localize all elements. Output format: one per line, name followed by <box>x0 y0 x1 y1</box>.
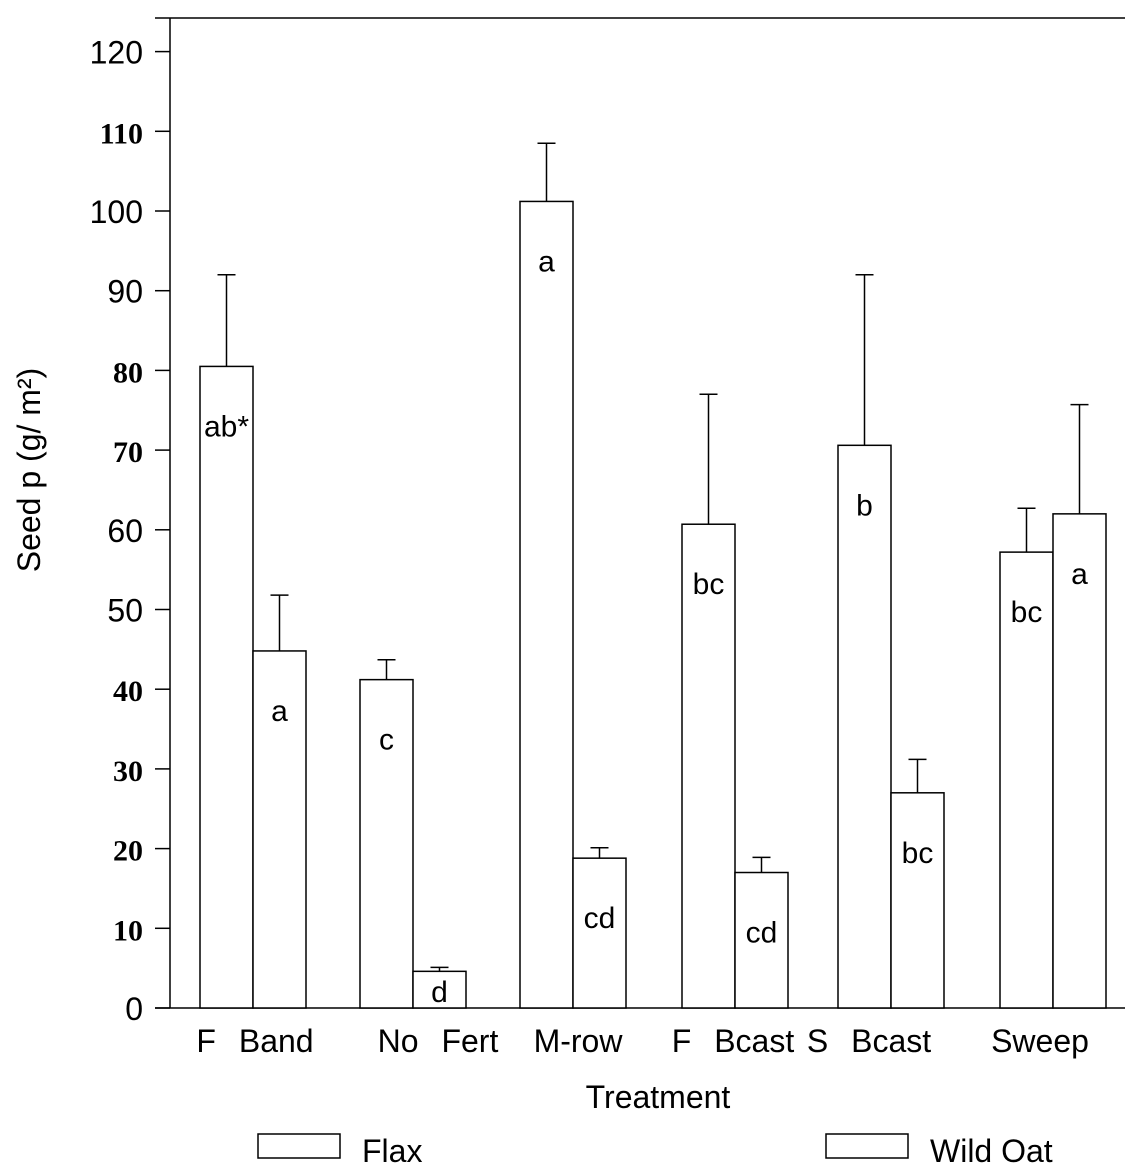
wild-oat-bar <box>890 792 945 1009</box>
x-category-label: M-row <box>534 1023 624 1059</box>
flax-bar <box>999 551 1054 1009</box>
flax-bar <box>359 678 414 1009</box>
y-tick-label: 80 <box>113 356 143 389</box>
x-axis-label: Treatment <box>586 1079 731 1115</box>
wild-oat-bar <box>734 871 789 1009</box>
significance-label: c <box>379 724 394 757</box>
significance-label: bc <box>693 568 725 601</box>
legend: Flax Wild Oat <box>257 1133 1053 1169</box>
axes <box>155 17 1125 1009</box>
significance-label: a <box>1071 558 1088 591</box>
x-category-label: No Fert <box>378 1023 499 1059</box>
y-tick-label: 20 <box>113 835 143 868</box>
y-tick-label: 120 <box>90 35 143 71</box>
y-tick-label: 0 <box>125 991 143 1027</box>
y-axis-label-text: Seed p (g/ m²) <box>11 368 47 573</box>
y-tick-label: 90 <box>107 274 143 310</box>
y-tick-label: 30 <box>113 755 143 788</box>
flax-bar <box>681 523 736 1009</box>
significance-label: cd <box>584 902 616 935</box>
y-tick-label: 70 <box>113 436 143 469</box>
flax-bar <box>837 444 892 1009</box>
x-category-label: F Bcast <box>672 1023 795 1059</box>
significance-label: bc <box>1011 596 1043 629</box>
significance-label: ab* <box>204 410 249 443</box>
x-axis-categories: F Band No Fert M-row F Bcast S Bcast Sweep <box>196 1023 1089 1059</box>
y-tick-label: 50 <box>107 593 143 629</box>
flax-legend-swatch <box>257 1133 341 1159</box>
significance-label: bc <box>902 837 934 870</box>
y-tick-label: 60 <box>107 513 143 549</box>
flax-bar <box>199 365 254 1009</box>
y-axis-ticks: 0 10 20 30 40 50 60 70 80 90 100 110 120 <box>90 35 170 1027</box>
significance-label: a <box>271 695 288 728</box>
y-tick-label: 10 <box>113 914 143 947</box>
y-axis-label: Seed p (g/ m²) <box>11 368 47 573</box>
flax-bar <box>519 200 574 1009</box>
significance-label: cd <box>746 917 778 950</box>
wild-oat-legend-swatch <box>825 1133 909 1159</box>
wild-oat-bar <box>1052 513 1107 1009</box>
y-tick-label: 40 <box>113 675 143 708</box>
y-tick-label: 110 <box>100 117 143 150</box>
legend-label: Wild Oat <box>930 1133 1053 1169</box>
wild-oat-bar <box>572 857 627 1009</box>
significance-label: d <box>431 976 448 1009</box>
significance-label: b <box>856 489 873 522</box>
wild-oat-bar <box>412 970 467 1009</box>
significance-label: a <box>538 245 555 278</box>
y-tick-label: 100 <box>90 194 143 230</box>
x-category-label: S Bcast <box>807 1023 931 1059</box>
x-category-label: Sweep <box>991 1023 1089 1059</box>
x-category-label: F Band <box>196 1023 313 1059</box>
legend-label: Flax <box>362 1133 422 1169</box>
